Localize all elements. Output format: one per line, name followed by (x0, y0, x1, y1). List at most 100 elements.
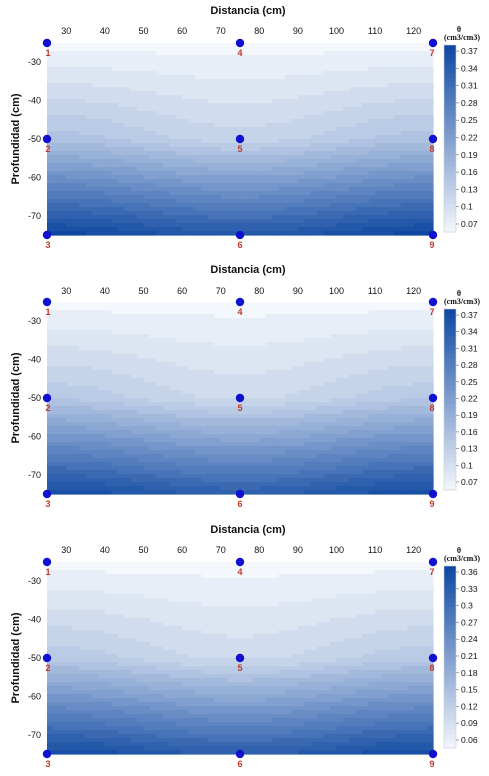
contour-cell (59, 346, 67, 351)
contour-cell (285, 43, 293, 48)
contour-cell (149, 151, 157, 156)
contour-cell (117, 167, 125, 172)
contour-cell (47, 211, 55, 216)
contour-cell (130, 370, 138, 375)
colorbar-tick-label: 0.37 (461, 46, 478, 56)
contour-cell (362, 135, 370, 140)
contour-cell (272, 139, 280, 144)
contour-cell (149, 362, 157, 367)
contour-cell (272, 203, 280, 208)
contour-cell (188, 167, 196, 172)
contour-cell (53, 187, 61, 192)
contour-cell (317, 203, 325, 208)
contour-cell (265, 434, 273, 439)
contour-cell (233, 123, 241, 128)
contour-cell (85, 123, 93, 128)
contour-cell (387, 195, 395, 200)
contour-cell (420, 99, 428, 104)
contour-cell (227, 354, 235, 359)
contour-cell (297, 458, 305, 463)
contour-cell (53, 167, 61, 172)
contour-cell (323, 83, 331, 88)
contour-cell (207, 95, 215, 100)
contour-cell (278, 111, 286, 116)
contour-cell (207, 442, 215, 447)
contour-cell (175, 59, 183, 64)
contour-cell (375, 159, 383, 164)
x-axis-title: Distancia (cm) (210, 5, 286, 17)
contour-cell (53, 103, 61, 108)
contour-cell (85, 370, 93, 375)
contour-cell (272, 326, 280, 331)
contour-cell (342, 123, 350, 128)
contour-cell (420, 127, 428, 132)
contour-cell (227, 91, 235, 96)
contour-cell (79, 386, 87, 391)
contour-cell (304, 406, 312, 411)
contour-cell (175, 446, 183, 451)
contour-cell (92, 418, 100, 423)
contour-cell (323, 171, 331, 176)
contour-cell (330, 187, 338, 192)
contour-cell (317, 231, 325, 236)
contour-cell (169, 171, 177, 176)
contour-cell (66, 211, 74, 216)
contour-cell (194, 215, 202, 220)
contour-cell (207, 231, 215, 236)
colorbar-tick-label: 0.22 (461, 133, 478, 143)
contour-cell (117, 191, 125, 196)
contour-cell (336, 195, 344, 200)
contour-cell (400, 91, 408, 96)
contour-cell (355, 203, 363, 208)
contour-cell (66, 410, 74, 415)
contour-cell (336, 151, 344, 156)
contour-cell (291, 458, 299, 463)
contour-cell (426, 223, 434, 228)
colorbar-tick-label: 0.1 (461, 202, 473, 212)
contour-cell (117, 227, 125, 232)
contour-cell (368, 207, 376, 212)
contour-cell (394, 91, 402, 96)
contour-cell (297, 67, 305, 72)
contour-cell (291, 382, 299, 387)
contour-cell (272, 370, 280, 375)
sensor-label-5: 5 (237, 144, 242, 154)
contour-cell (104, 199, 112, 204)
contour-cell (291, 474, 299, 479)
contour-cell (375, 207, 383, 212)
contour-cell (349, 75, 357, 80)
contour-cell (130, 123, 138, 128)
contour-cell (240, 115, 248, 120)
contour-cell (182, 211, 190, 216)
contour-cell (246, 366, 254, 371)
contour-cell (188, 175, 196, 180)
contour-cell (169, 187, 177, 192)
x-tick-label: 30 (61, 26, 71, 36)
contour-cell (59, 354, 67, 359)
contour-cell (285, 302, 293, 307)
contour-cell (47, 147, 55, 152)
contour-cell (85, 187, 93, 192)
contour-cell (162, 171, 170, 176)
contour-cell (162, 386, 170, 391)
contour-cell (79, 418, 87, 423)
contour-cell (111, 191, 119, 196)
contour-cell (104, 223, 112, 228)
contour-cell (227, 83, 235, 88)
contour-cell (188, 426, 196, 431)
contour-cell (47, 430, 55, 435)
contour-cell (175, 155, 183, 160)
contour-cell (240, 111, 248, 116)
contour-cell (304, 306, 312, 311)
contour-cell (85, 390, 93, 395)
contour-cell (79, 390, 87, 395)
contour-cell (240, 203, 248, 208)
contour-cell (137, 179, 145, 184)
contour-cell (169, 71, 177, 76)
contour-cell (175, 107, 183, 112)
contour-cell (207, 199, 215, 204)
contour-cell (59, 402, 67, 407)
contour-cell (297, 430, 305, 435)
contour-cell (310, 207, 318, 212)
contour-cell (297, 374, 305, 379)
